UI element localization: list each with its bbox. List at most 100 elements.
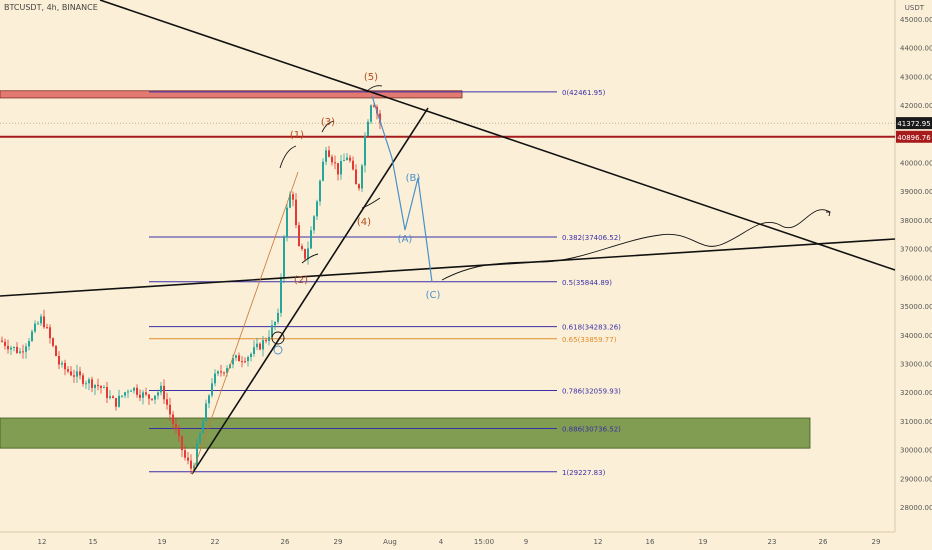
candle-body-104 [313, 216, 315, 231]
candle-body-95 [286, 207, 288, 238]
candle-body-21 [64, 362, 66, 370]
candle-body-84 [253, 347, 255, 354]
candle-body-55 [166, 399, 168, 405]
candle-body-31 [94, 384, 96, 388]
wave1-arrow-icon [279, 145, 297, 169]
impulse-guide-line [191, 171, 299, 475]
candle-body-41 [124, 392, 126, 396]
candle-body-99 [298, 225, 300, 247]
candle-body-72 [217, 371, 219, 374]
candle-body-112 [337, 162, 339, 175]
wave4-arrow-icon [361, 197, 381, 209]
time-tick-9: 9 [524, 538, 528, 546]
candle-body-90 [271, 325, 273, 337]
currency-label: USDT [904, 4, 924, 12]
price-tick-10: 35000.00 [900, 303, 932, 311]
resistance-zone [0, 90, 463, 99]
candle-body-61 [184, 450, 186, 458]
price-tick-9: 36000.00 [900, 274, 932, 282]
candle-body-96 [289, 194, 291, 208]
wave-label-4: (5) [364, 72, 378, 83]
wave3-arrow-icon [321, 120, 335, 133]
time-tick-10: 12 [594, 538, 603, 546]
candle-body-57 [172, 414, 174, 425]
candle-body-37 [112, 396, 114, 399]
impulse-trendline [191, 107, 429, 475]
time-tick-0: 12 [38, 538, 47, 546]
time-tick-2: 19 [158, 538, 167, 546]
candle-body-20 [61, 362, 63, 365]
projection-continuation-path [441, 209, 831, 281]
candle-body-28 [85, 383, 87, 385]
candle-body-11 [34, 323, 36, 332]
time-tick-3: 22 [211, 538, 220, 546]
candle-body-25 [76, 371, 78, 377]
candle-body-69 [208, 395, 210, 404]
price-tick-15: 30000.00 [900, 447, 932, 455]
symbol-label[interactable]: BTCUSDT [4, 3, 42, 12]
candle-body-5 [16, 346, 18, 353]
header-sep: , [41, 3, 47, 12]
candle-body-40 [121, 395, 123, 397]
price-tick-14: 31000.00 [900, 418, 932, 426]
candle-body-3 [10, 347, 12, 350]
candle-body-60 [181, 436, 183, 451]
candle-body-13 [40, 316, 42, 324]
price-tick-0: 45000.00 [900, 16, 932, 24]
candle-body-102 [307, 248, 309, 259]
time-tick-5: 29 [334, 538, 343, 546]
candle-body-126 [379, 113, 381, 123]
candle-body-53 [160, 385, 162, 393]
candle-body-86 [259, 343, 261, 350]
candle-body-98 [295, 199, 297, 226]
candle-body-82 [247, 357, 249, 362]
time-tick-4: 26 [281, 538, 290, 546]
candle-body-108 [325, 150, 327, 162]
candle-body-124 [373, 105, 375, 107]
wave-label-2: (3) [321, 117, 335, 128]
candle-body-18 [55, 345, 57, 356]
current-price-tag-text: 41372.95 [897, 120, 930, 128]
current-price-tag [896, 117, 932, 130]
fib-label-3: 0.618(34283.26) [562, 324, 621, 332]
candle-body-32 [97, 384, 99, 387]
price-tick-1: 44000.00 [900, 45, 932, 53]
time-tick-13: 23 [768, 538, 777, 546]
candle-body-35 [106, 387, 108, 398]
candle-body-2 [7, 345, 9, 350]
candle-body-14 [43, 316, 45, 328]
fib-label-6: 0.886(30736.52) [562, 425, 621, 433]
candle-body-9 [28, 341, 30, 347]
candle-body-49 [148, 394, 150, 399]
candle-body-24 [73, 375, 75, 377]
time-tick-8: 15:00 [474, 538, 494, 546]
candle-body-67 [202, 421, 204, 434]
time-tick-11: 16 [646, 538, 655, 546]
candle-body-92 [277, 312, 279, 322]
candle-body-47 [142, 392, 144, 398]
candle-body-0 [1, 340, 3, 342]
candle-body-48 [145, 392, 147, 395]
candle-body-43 [130, 390, 132, 392]
time-tick-7: 4 [439, 538, 444, 546]
wave2-arrow-icon [301, 253, 319, 264]
price-tick-6: 39000.00 [900, 188, 932, 196]
timeframe-label[interactable]: 4h [46, 3, 57, 12]
candle-body-80 [241, 361, 243, 363]
wave-label-7: (C) [426, 290, 441, 301]
fib-label-2: 0.5(35844.89) [562, 279, 612, 287]
candle-body-110 [331, 156, 333, 163]
price-tick-3: 42000.00 [900, 102, 932, 110]
price-tick-2: 43000.00 [900, 73, 932, 81]
time-tick-12: 19 [699, 538, 708, 546]
fib-label-1: 0.382(37406.52) [562, 234, 621, 242]
candle-body-85 [256, 343, 258, 348]
candle-body-78 [235, 355, 237, 358]
candle-body-94 [283, 237, 285, 278]
wave-label-5: (A) [398, 234, 413, 245]
candle-body-17 [52, 338, 54, 346]
candle-body-111 [334, 162, 336, 164]
candle-body-19 [58, 355, 60, 365]
candle-body-4 [13, 346, 15, 348]
